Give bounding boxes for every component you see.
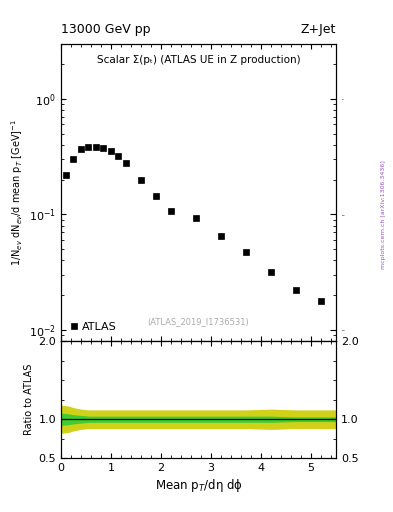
ATLAS <box>154 193 158 199</box>
Text: (ATLAS_2019_I1736531): (ATLAS_2019_I1736531) <box>148 317 249 326</box>
ATLAS <box>244 249 248 255</box>
Line: ATLAS: ATLAS <box>62 143 325 304</box>
ATLAS <box>294 287 298 293</box>
ATLAS <box>86 143 91 150</box>
Text: Scalar Σ(pₜ) (ATLAS UE in Z production): Scalar Σ(pₜ) (ATLAS UE in Z production) <box>97 55 300 66</box>
Text: 13000 GeV pp: 13000 GeV pp <box>61 23 151 36</box>
Y-axis label: Ratio to ATLAS: Ratio to ATLAS <box>24 364 34 435</box>
Legend: ATLAS: ATLAS <box>66 319 120 336</box>
Text: Z+Jet: Z+Jet <box>301 23 336 36</box>
ATLAS <box>79 145 83 152</box>
X-axis label: Mean p$_T$/dη dϕ: Mean p$_T$/dη dϕ <box>154 477 242 494</box>
ATLAS <box>94 143 98 150</box>
ATLAS <box>169 207 173 214</box>
ATLAS <box>71 156 76 162</box>
ATLAS <box>269 269 274 275</box>
ATLAS <box>101 145 106 151</box>
ATLAS <box>64 172 68 178</box>
ATLAS <box>108 148 113 155</box>
ATLAS <box>123 160 128 166</box>
ATLAS <box>319 297 323 304</box>
ATLAS <box>219 233 223 239</box>
ATLAS <box>116 153 121 159</box>
Y-axis label: 1/N$_{ev}$ dN$_{ev}$/d mean p$_T$ [GeV]$^{-1}$: 1/N$_{ev}$ dN$_{ev}$/d mean p$_T$ [GeV]$… <box>9 119 25 266</box>
ATLAS <box>194 215 198 221</box>
Text: mcplots.cern.ch [arXiv:1306.3436]: mcplots.cern.ch [arXiv:1306.3436] <box>381 161 386 269</box>
ATLAS <box>139 177 143 183</box>
